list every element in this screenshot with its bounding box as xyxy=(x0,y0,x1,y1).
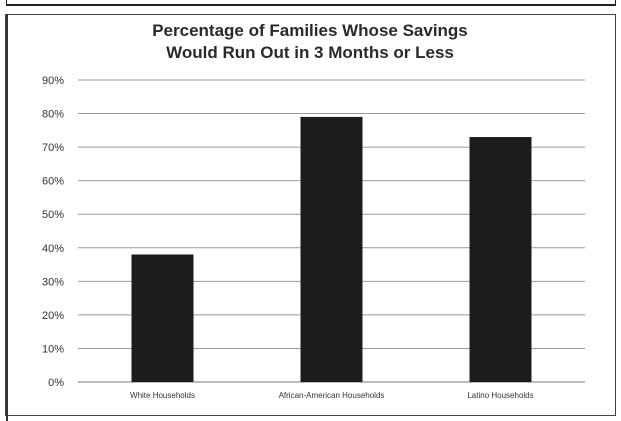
y-tick-label: 50% xyxy=(42,209,64,221)
y-tick-label: 80% xyxy=(42,109,64,121)
x-category-label: Latino Households xyxy=(467,391,533,400)
left-border xyxy=(6,14,8,421)
y-tick-label: 40% xyxy=(42,243,64,255)
chart-title-line-2: Would Run Out in 3 Months or Less xyxy=(166,43,454,62)
y-tick-label: 70% xyxy=(42,142,64,154)
x-category-label: African-American Households xyxy=(279,391,385,400)
y-tick-label: 10% xyxy=(42,343,64,355)
y-tick-label: 30% xyxy=(42,276,64,288)
y-tick-label: 90% xyxy=(42,75,64,87)
bar xyxy=(131,254,194,382)
bar xyxy=(300,116,363,383)
top-border xyxy=(6,0,616,6)
x-category-label: White Households xyxy=(130,391,195,400)
bar xyxy=(469,137,532,382)
chart-title: Percentage of Families Whose Savings Wou… xyxy=(100,20,520,64)
y-tick-label: 60% xyxy=(42,176,64,188)
y-tick-label: 20% xyxy=(42,310,64,322)
chart-title-line-1: Percentage of Families Whose Savings xyxy=(152,21,468,40)
y-tick-label: 0% xyxy=(48,377,64,389)
